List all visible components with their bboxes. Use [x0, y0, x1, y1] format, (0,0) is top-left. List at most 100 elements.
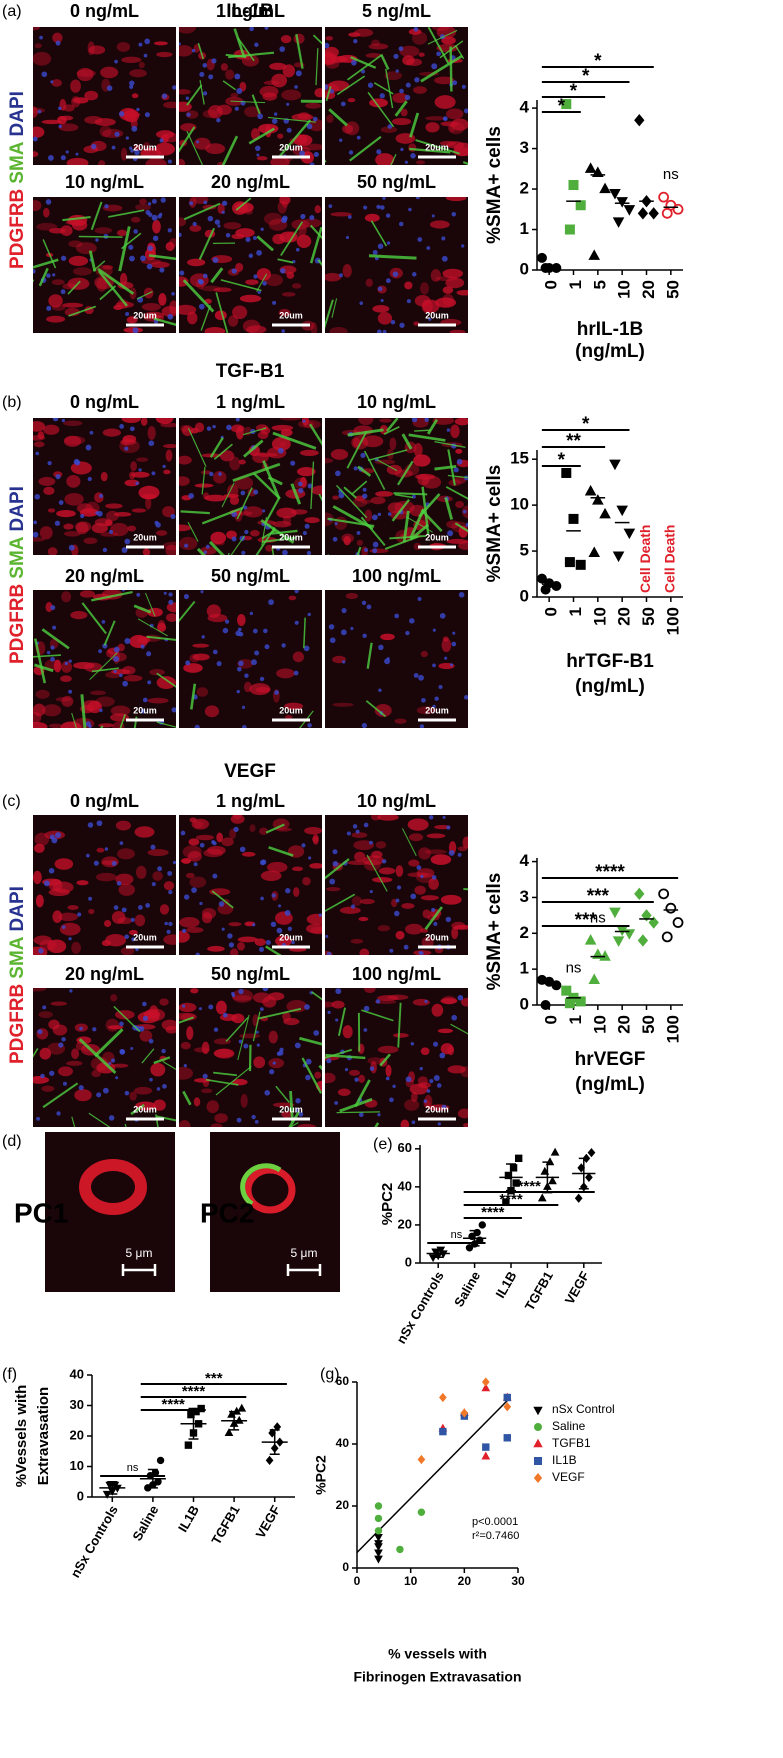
nucleus: [157, 866, 163, 872]
x-tick-label: 50: [639, 1015, 658, 1034]
cell: [302, 877, 311, 886]
fiber: [391, 498, 410, 522]
nucleus: [345, 235, 350, 240]
x-tick-label: 100: [663, 1015, 682, 1043]
nucleus: [352, 824, 358, 829]
nucleus: [206, 426, 212, 431]
cell: [94, 227, 113, 234]
y-tick-label: 0: [342, 1560, 349, 1574]
nucleus: [421, 697, 426, 703]
cell: [205, 143, 226, 155]
fiber: [197, 42, 205, 60]
cell: [449, 329, 466, 333]
nucleus: [361, 69, 366, 74]
nucleus: [312, 116, 318, 122]
error-bar: [269, 1429, 280, 1456]
cell: [214, 1113, 228, 1124]
cell: [100, 471, 108, 482]
nucleus: [46, 273, 51, 278]
nucleus: [85, 444, 92, 451]
cell: [420, 650, 428, 658]
image-label: 20 ng/mL: [65, 964, 144, 984]
nucleus: [262, 509, 266, 513]
fiber: [237, 1014, 250, 1061]
nucleus: [208, 74, 214, 80]
nucleus: [309, 215, 315, 221]
nucleus: [151, 198, 157, 204]
nucleus: [410, 1042, 415, 1046]
nucleus: [307, 612, 311, 617]
fiber: [368, 254, 417, 260]
cell: [279, 197, 291, 205]
nucleus: [453, 467, 459, 473]
fiber: [328, 108, 348, 127]
nucleus: [294, 85, 298, 89]
nucleus: [405, 82, 411, 88]
cell: [345, 121, 360, 136]
cell: [100, 532, 119, 537]
nucleus: [201, 635, 205, 639]
fiber: [346, 54, 382, 81]
nucleus: [191, 48, 196, 53]
cell: [126, 316, 138, 324]
cell: [96, 1062, 116, 1074]
fiber: [200, 304, 212, 331]
cell: [347, 98, 356, 103]
nucleus: [212, 257, 219, 264]
nucleus: [431, 875, 437, 880]
cell: [110, 705, 131, 717]
cell: [56, 115, 67, 125]
cell: [456, 289, 468, 296]
nucleus: [448, 849, 455, 856]
nucleus: [124, 934, 130, 940]
x-tick-label: VEGF: [253, 1503, 284, 1541]
fiber: [265, 945, 282, 955]
error-bar: [578, 1157, 589, 1190]
cell: [260, 870, 282, 882]
cell: [186, 926, 204, 933]
nucleus: [62, 1081, 67, 1086]
nucleus: [433, 1074, 440, 1081]
fiber: [309, 423, 322, 446]
cell: [179, 524, 192, 532]
cell: [331, 1000, 345, 1009]
x-axis-label: (ng/mL): [575, 341, 645, 362]
nucleus: [40, 1073, 45, 1079]
fiber: [182, 1090, 192, 1106]
cell: [454, 476, 467, 484]
cell: [379, 418, 392, 423]
point: [623, 205, 636, 216]
nucleus: [423, 1099, 428, 1103]
y-axis-label: %PC2: [379, 1183, 396, 1226]
cell: [43, 207, 50, 218]
nucleus: [172, 860, 176, 865]
nucleus: [195, 952, 201, 955]
cell: [100, 66, 119, 79]
nucleus: [462, 509, 467, 514]
nucleus: [362, 487, 367, 492]
cell: [375, 491, 394, 497]
fiber: [137, 618, 168, 637]
cell: [342, 124, 354, 134]
nucleus: [287, 926, 293, 931]
micrograph: 20um: [325, 27, 468, 165]
cell: [61, 591, 72, 603]
cell: [359, 898, 375, 905]
cell: [440, 894, 462, 905]
fiber: [252, 1011, 261, 1042]
cell: [325, 1072, 336, 1084]
cell: [360, 499, 373, 504]
nucleus: [361, 722, 368, 728]
nucleus: [277, 447, 284, 454]
cell: [296, 467, 316, 477]
point: [503, 1402, 512, 1412]
panel-label: (d): [2, 1133, 22, 1150]
nucleus: [377, 286, 383, 292]
significance-label: ***: [587, 886, 610, 907]
y-tick-label: 60: [398, 1140, 412, 1155]
nucleus: [61, 418, 65, 423]
cell: [139, 1030, 153, 1042]
image-label: 10 ng/mL: [65, 172, 144, 192]
cell: [241, 851, 256, 857]
cell: [129, 929, 138, 936]
